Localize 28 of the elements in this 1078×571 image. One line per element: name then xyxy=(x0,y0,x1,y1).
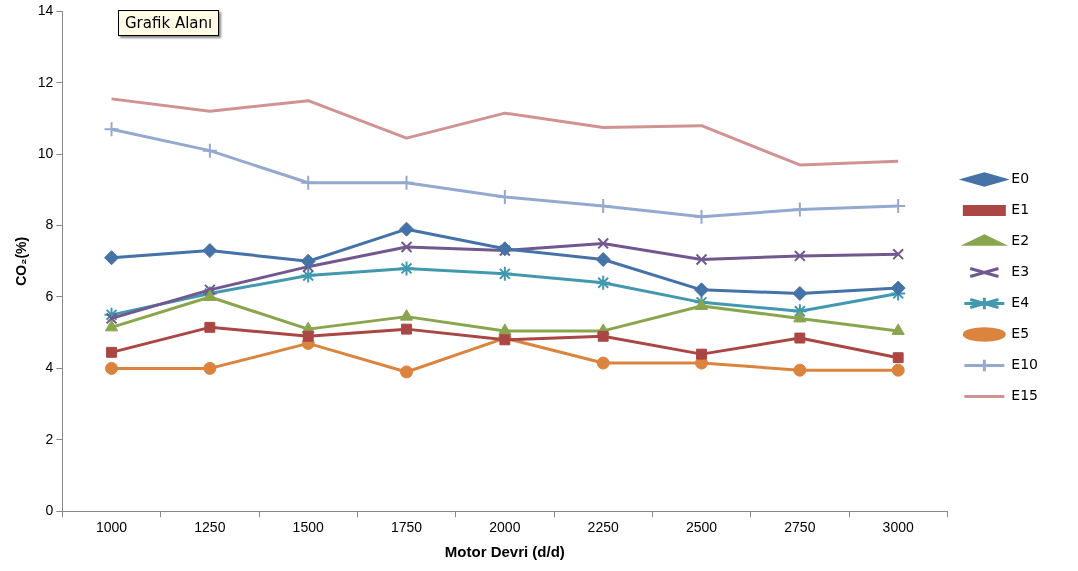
y-tick-label: 0 xyxy=(45,502,54,519)
legend-label: E0 xyxy=(1011,170,1030,187)
legend-label: E5 xyxy=(1011,325,1030,342)
legend-label: E10 xyxy=(1011,356,1039,373)
x-tick-label: 2000 xyxy=(489,519,521,536)
legend-label: E15 xyxy=(1011,387,1039,404)
y-tick-label: 6 xyxy=(45,287,54,304)
y-tick-label: 2 xyxy=(45,430,54,447)
x-tick-label: 2250 xyxy=(587,519,619,536)
legend-label: E4 xyxy=(1011,294,1030,311)
y-axis-title: CO₂(%) xyxy=(13,236,30,286)
x-tick-label: 1500 xyxy=(292,519,324,536)
x-axis-title: Motor Devri (d/d) xyxy=(444,543,565,561)
legend-label: E1 xyxy=(1011,201,1030,218)
x-tick-label: 1000 xyxy=(95,519,128,536)
y-tick-label: 14 xyxy=(37,2,54,19)
x-tick-label: 3000 xyxy=(882,519,914,536)
x-tick-label: 1750 xyxy=(390,519,423,536)
y-tick-label: 12 xyxy=(37,73,54,90)
y-tick-label: 4 xyxy=(45,359,54,376)
legend-label: E2 xyxy=(1011,232,1030,249)
legend-label: E3 xyxy=(1011,263,1030,280)
y-tick-label: 8 xyxy=(45,216,54,233)
x-tick-label: 2500 xyxy=(685,519,718,536)
x-tick-label: 1250 xyxy=(194,519,226,536)
y-tick-label: 10 xyxy=(37,145,54,162)
x-tick-label: 2750 xyxy=(784,519,816,536)
annotation: Grafik Alanı xyxy=(118,10,220,36)
